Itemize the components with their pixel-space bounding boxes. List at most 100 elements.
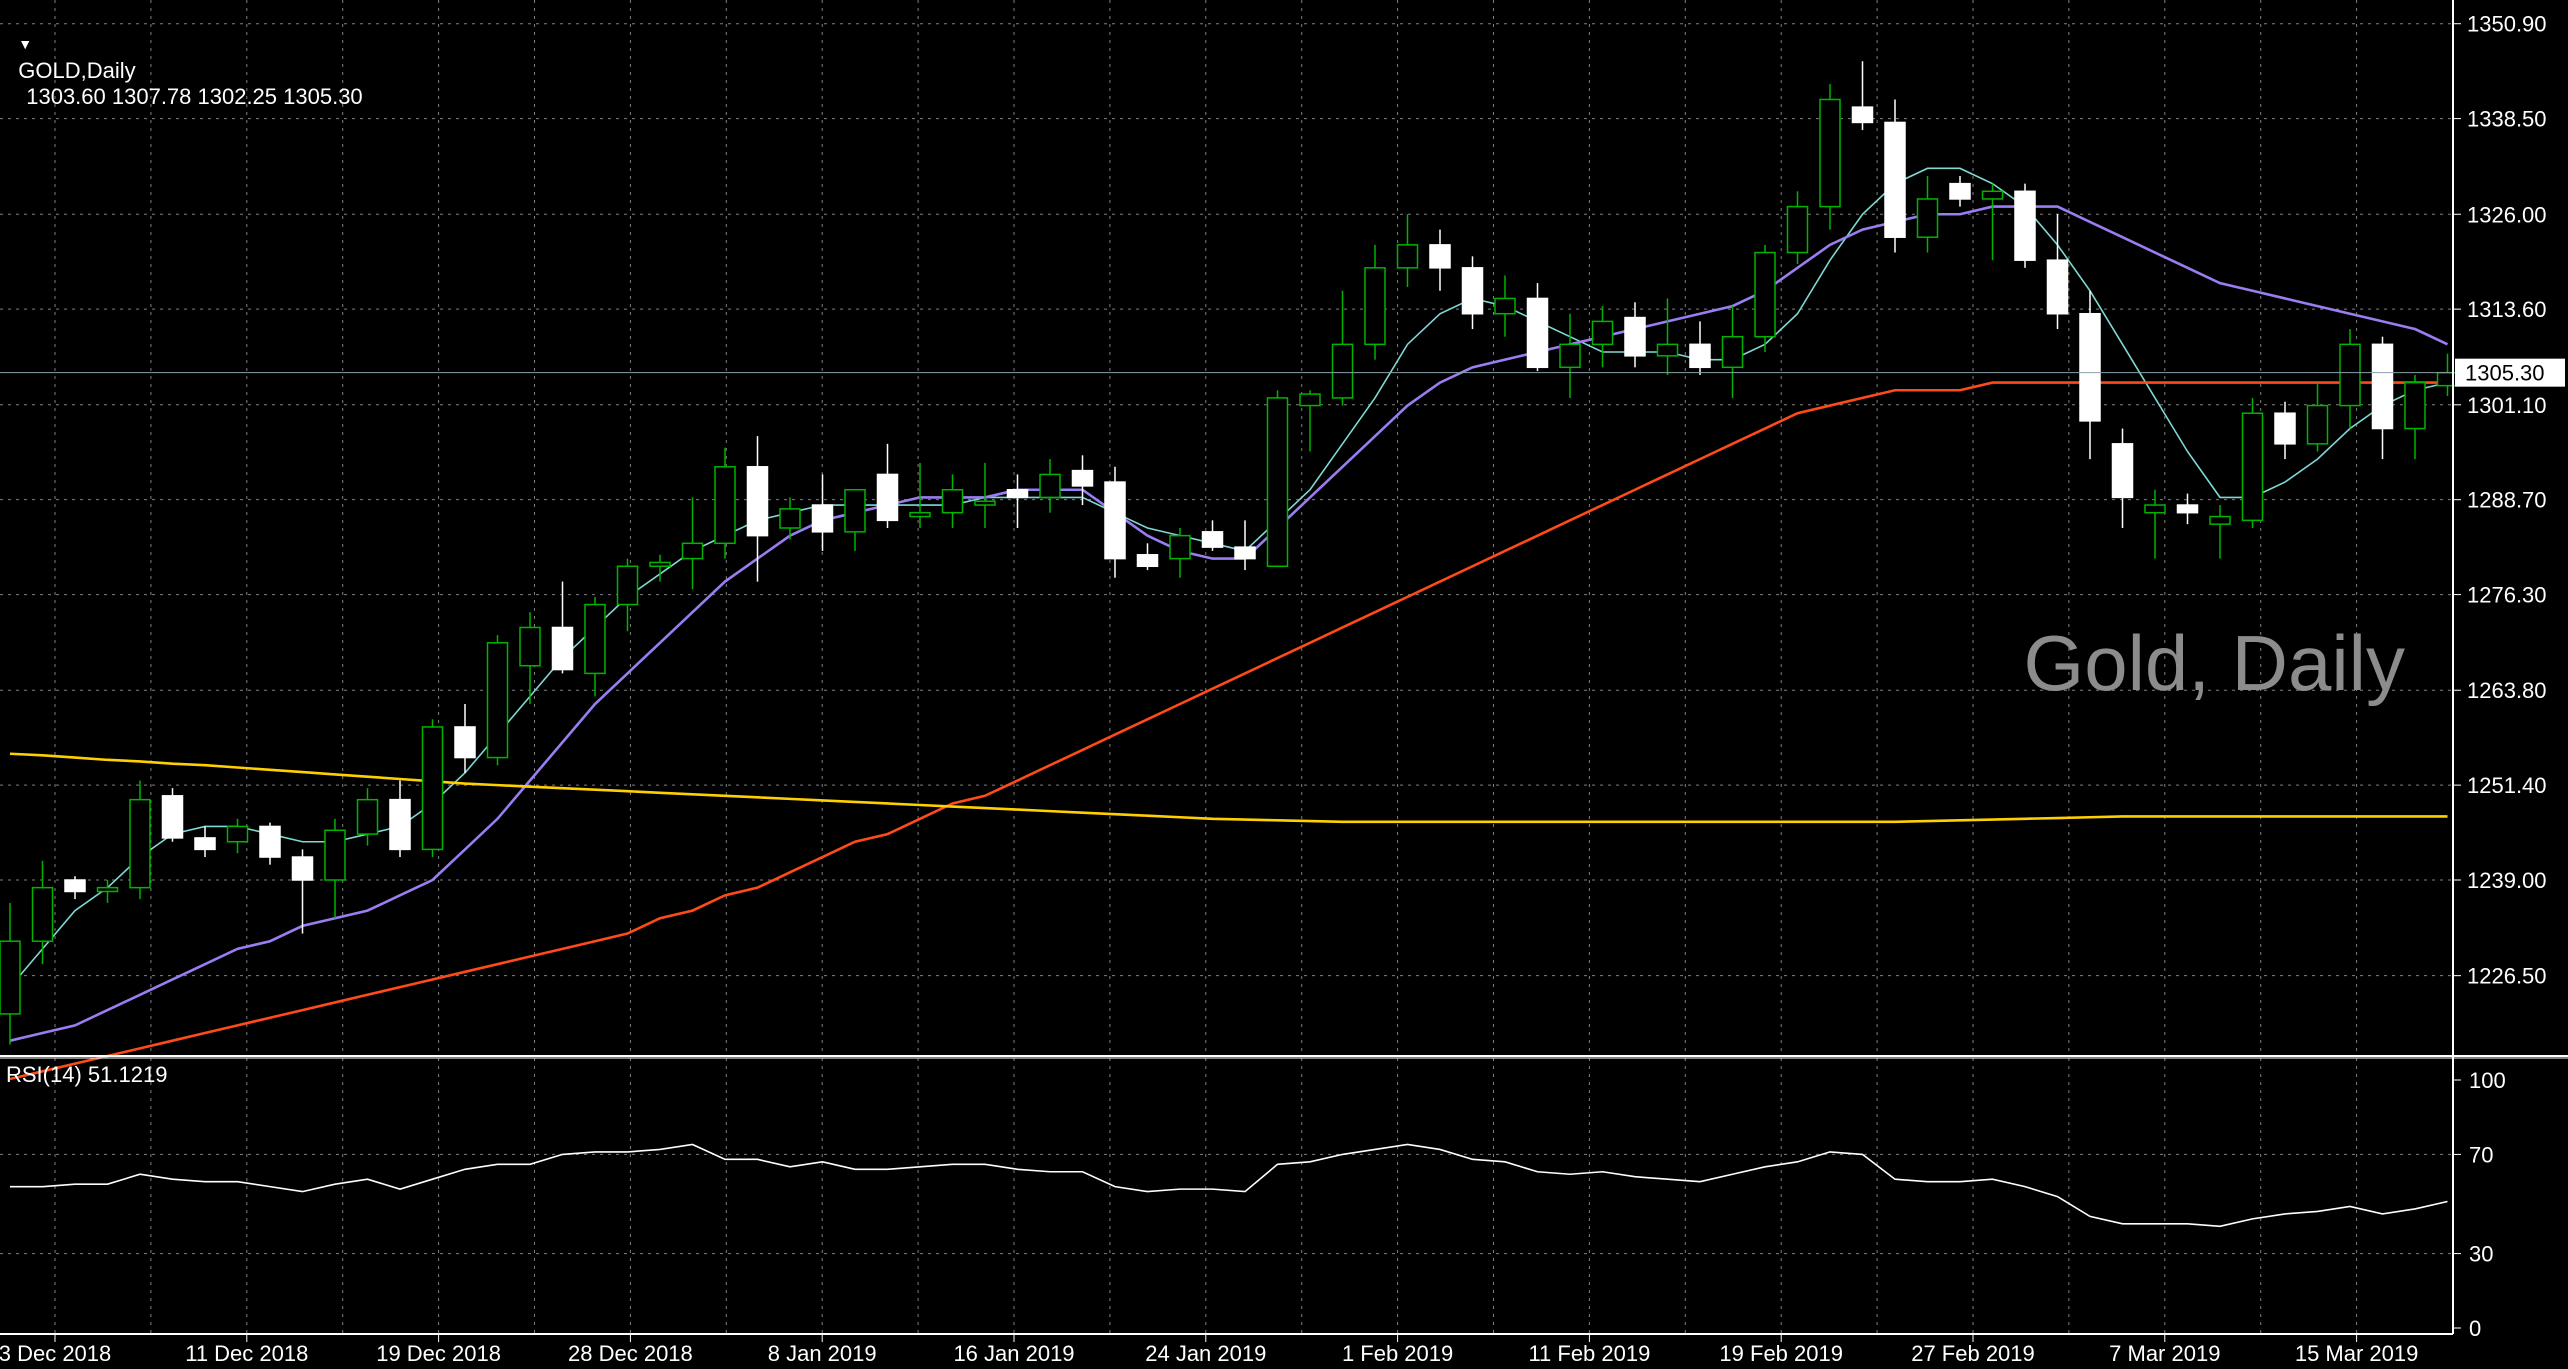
- time-label: 7 Mar 2019: [2109, 1341, 2220, 1366]
- moving-averages: [9, 167, 2449, 1081]
- candle-body: [324, 829, 346, 881]
- rsi-tick-label: 0: [2469, 1316, 2481, 1341]
- candle-body: [1396, 244, 1419, 269]
- time-label: 19 Dec 2018: [376, 1341, 501, 1366]
- candle-body: [1169, 534, 1191, 560]
- candle-body: [2241, 412, 2264, 522]
- candle-body: [1754, 251, 1776, 338]
- time-label: 24 Jan 2019: [1145, 1341, 1266, 1366]
- current-price-box: [2455, 358, 2565, 387]
- rsi-tick-label: 70: [2469, 1142, 2493, 1167]
- candle-body: [2111, 443, 2134, 499]
- price-tick-label: 1338.50: [2467, 107, 2547, 132]
- watermark-text: Gold, Daily: [2024, 619, 2405, 707]
- price-tick-label: 1239.00: [2467, 868, 2547, 893]
- candle-body: [2436, 371, 2459, 387]
- candle-body: [519, 626, 541, 667]
- candle-body: [1104, 481, 1126, 560]
- rsi-label: RSI(14) 51.1219: [6, 1062, 168, 1087]
- candle-body: [1949, 182, 1971, 200]
- ma-line: [9, 381, 2448, 1081]
- candle-body: [1201, 531, 1224, 548]
- candle-body: [1494, 297, 1516, 315]
- candle-body: [129, 798, 151, 889]
- candle-body: [2404, 381, 2426, 430]
- candle-body: [974, 500, 996, 506]
- candle-body: [421, 726, 444, 851]
- time-label: 8 Jan 2019: [768, 1341, 877, 1366]
- candle-body: [2079, 312, 2101, 422]
- candle-body: [1689, 343, 1711, 369]
- candle-body: [356, 798, 379, 835]
- candle-body: [811, 504, 834, 533]
- candle-body: [486, 642, 509, 759]
- candle-body: [2306, 404, 2329, 445]
- candle-body: [161, 795, 184, 839]
- candle-body: [1591, 320, 1614, 346]
- candle-body: [1851, 106, 1874, 124]
- candle-body: [941, 488, 964, 514]
- price-tick-label: 1301.10: [2467, 393, 2547, 418]
- price-tick-label: 1313.60: [2467, 297, 2547, 322]
- rsi-tick-label: 100: [2469, 1068, 2506, 1093]
- candle-body: [1786, 205, 1809, 254]
- candle-body: [454, 726, 476, 759]
- candle-body: [2339, 343, 2361, 407]
- price-tick-label: 1251.40: [2467, 773, 2547, 798]
- candle-body: [1266, 397, 1289, 568]
- candle-body: [1526, 297, 1549, 369]
- candle-body: [2014, 190, 2036, 261]
- candle-body: [2176, 504, 2199, 514]
- candle-body: [259, 825, 281, 858]
- candle-body: [0, 940, 21, 1015]
- candle-body: [2209, 515, 2231, 525]
- ma-line: [9, 752, 2448, 824]
- time-label: 11 Dec 2018: [185, 1341, 308, 1366]
- candle-body: [1364, 267, 1386, 346]
- candle-body: [1136, 554, 1159, 568]
- candle-body: [1234, 546, 1256, 560]
- candle-body: [1884, 121, 1906, 238]
- candle-body: [194, 837, 216, 851]
- candle-body: [2371, 343, 2394, 430]
- rsi-line: [10, 1143, 2448, 1228]
- dropdown-triangle-icon[interactable]: ▼: [18, 36, 33, 52]
- candle-body: [1624, 316, 1646, 357]
- candle-body: [2274, 412, 2296, 445]
- candle-body: [584, 603, 606, 675]
- ma-line: [9, 205, 2449, 1042]
- price-tick-label: 1263.80: [2467, 678, 2547, 703]
- candle-body: [2046, 259, 2069, 315]
- candle-body: [1071, 469, 1094, 487]
- candle-body: [1006, 488, 1029, 499]
- candle-body: [1916, 198, 1939, 238]
- candle-body: [389, 798, 411, 851]
- candle-body: [1981, 190, 2004, 200]
- current-price-label: 1305.30: [2465, 361, 2545, 386]
- candlesticks: [0, 61, 2459, 1045]
- time-label: 11 Feb 2019: [1528, 1341, 1650, 1366]
- time-label: 15 Mar 2019: [2295, 1341, 2419, 1366]
- price-tick-label: 1326.00: [2467, 202, 2547, 227]
- candle-body: [226, 825, 249, 843]
- candle-body: [616, 565, 639, 606]
- candle-body: [1819, 98, 1841, 208]
- price-tick-label: 1276.30: [2467, 583, 2547, 608]
- time-label: 19 Feb 2019: [1719, 1341, 1843, 1366]
- candle-body: [31, 886, 54, 942]
- candle-body: [681, 542, 704, 560]
- chart-header[interactable]: ▼ GOLD,Daily 1303.60 1307.78 1302.25 130…: [6, 6, 363, 110]
- price-grid: [0, 0, 2453, 1334]
- candle-body: [1559, 343, 1581, 369]
- time-label: 3 Dec 2018: [0, 1341, 111, 1366]
- candle-body: [96, 886, 119, 893]
- rsi-tick-label: 30: [2469, 1242, 2493, 1267]
- symbol-label: GOLD,Daily: [18, 58, 136, 83]
- candle-body: [1331, 343, 1354, 399]
- price-tick-label: 1226.50: [2467, 964, 2547, 989]
- ohlc-values: 1303.60 1307.78 1302.25 1305.30: [26, 84, 363, 109]
- candle-body: [649, 561, 671, 568]
- candle-body: [1656, 343, 1679, 357]
- candle-body: [746, 466, 769, 537]
